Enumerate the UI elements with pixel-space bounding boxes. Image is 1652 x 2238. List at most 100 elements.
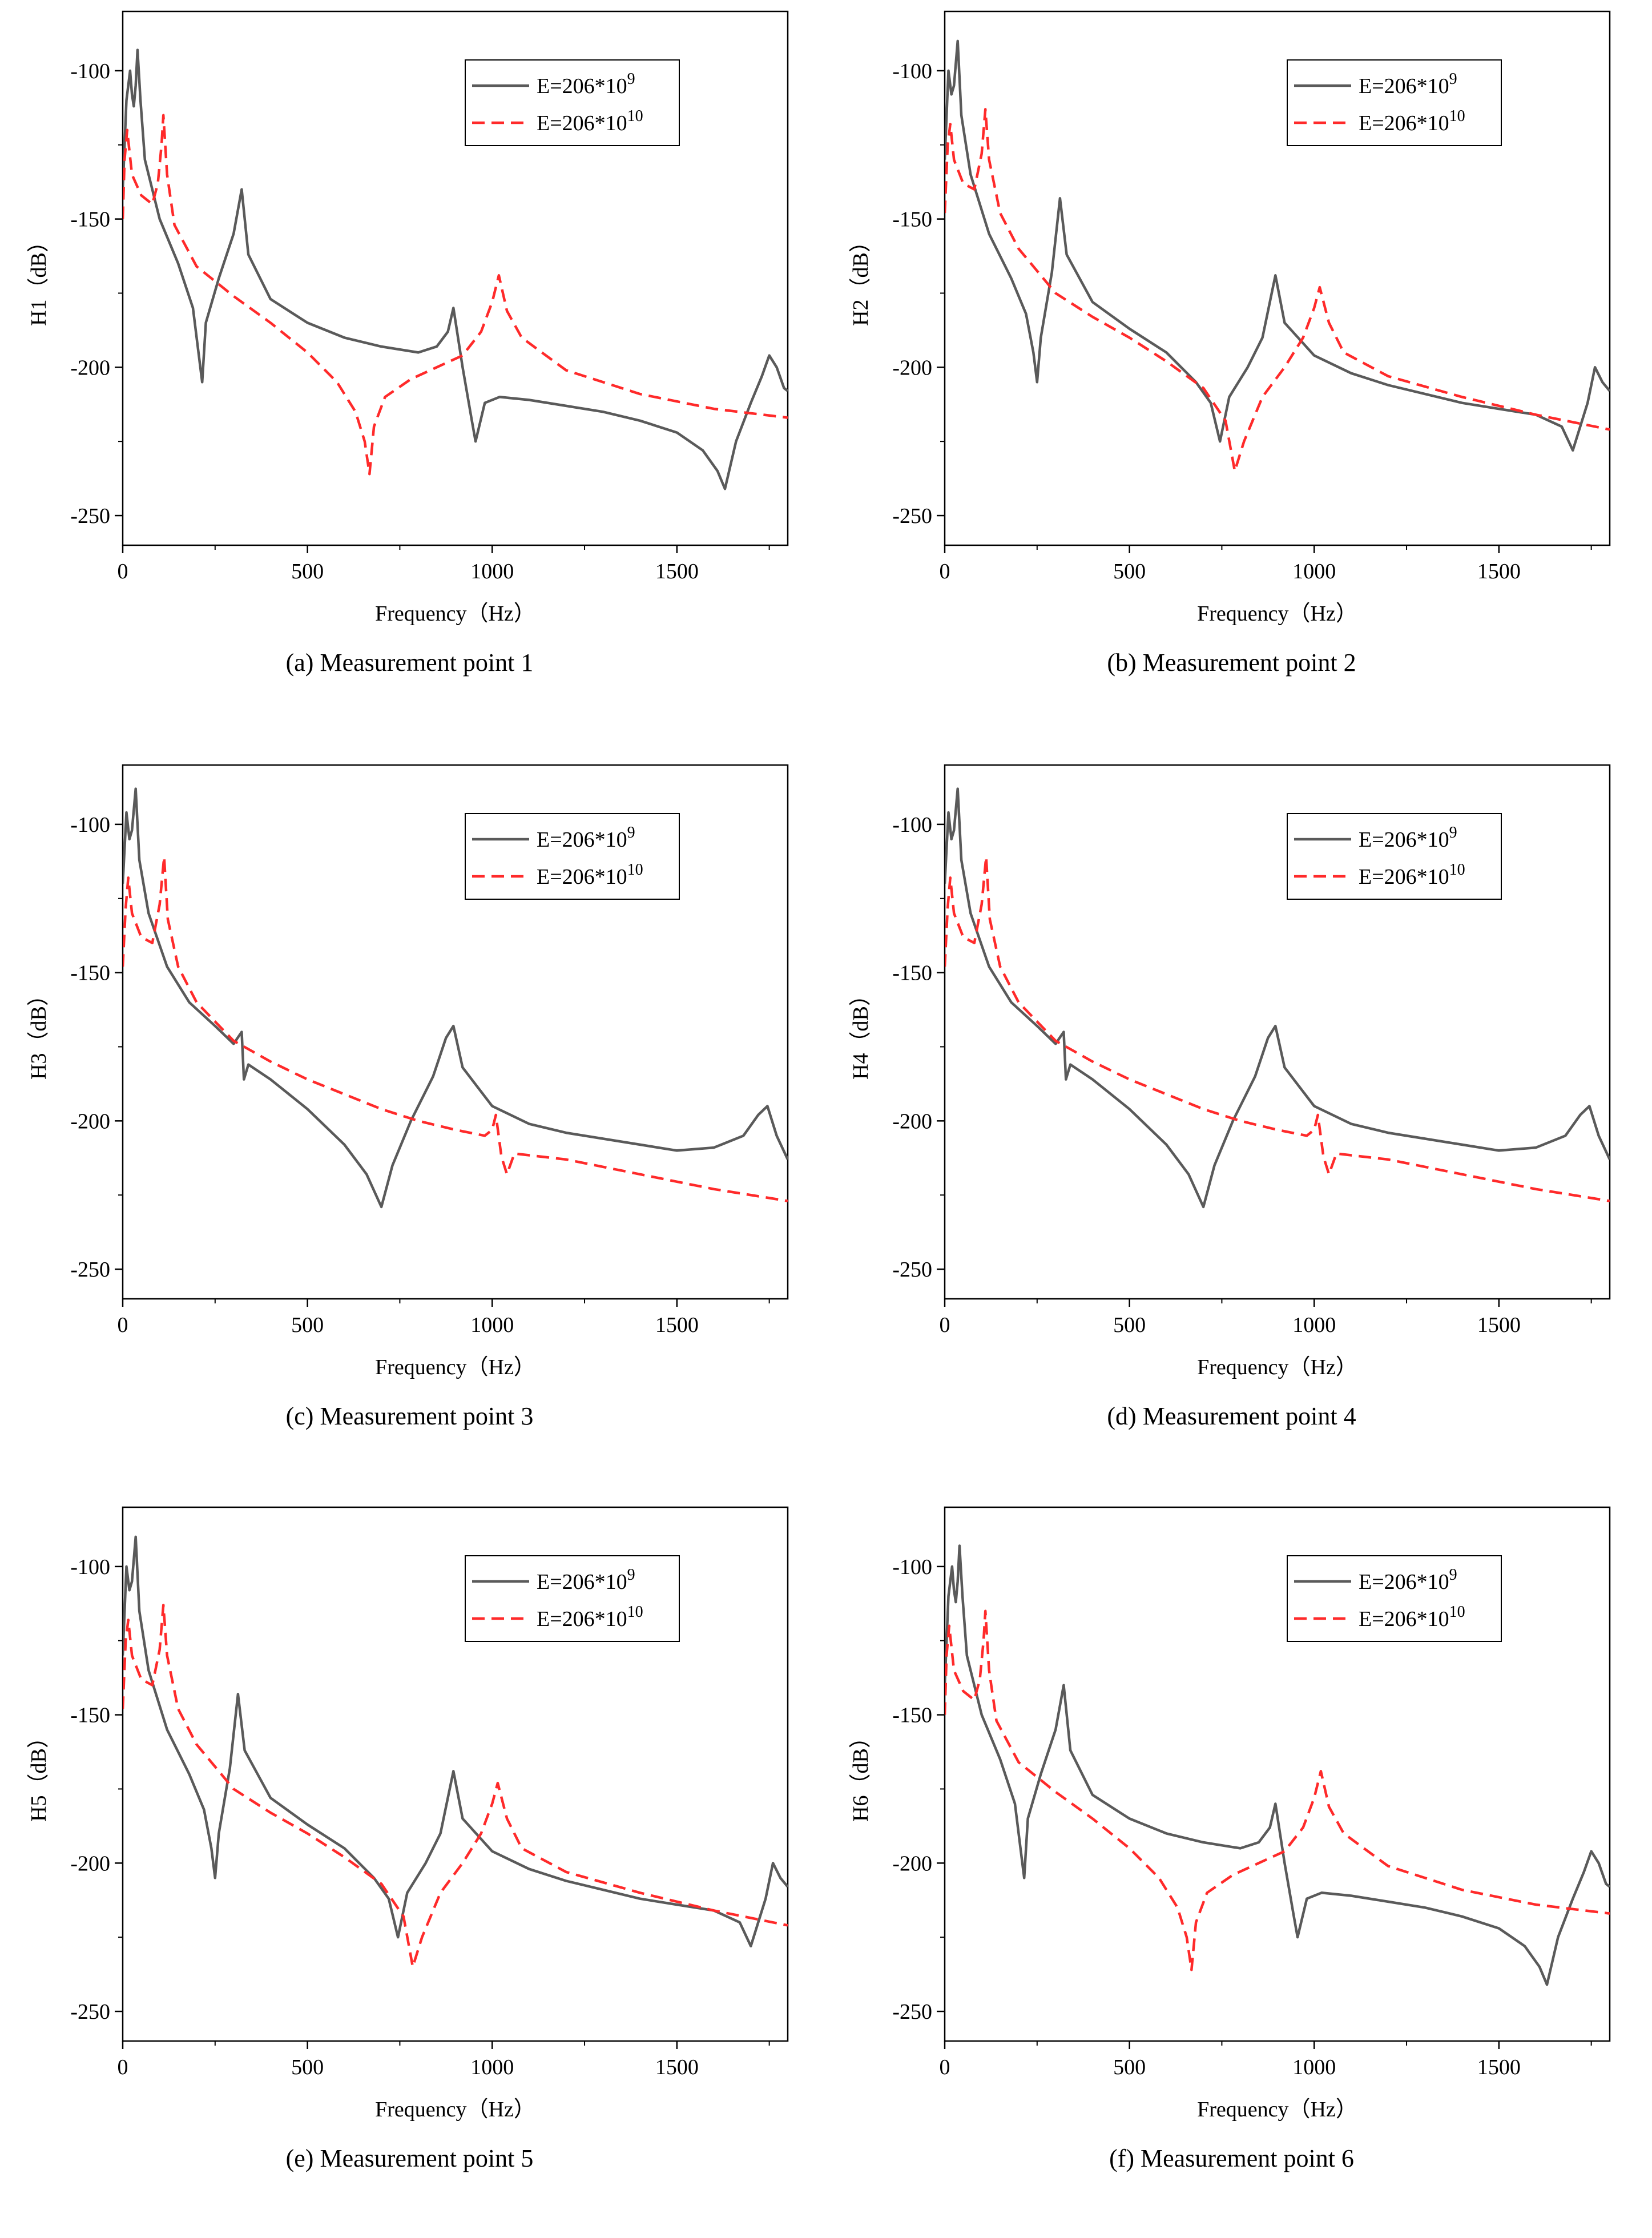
legend-label-b-e9: E=206*109	[1359, 70, 1457, 98]
panel-a: 0 500 1000 1500 -100 -150 -200 -250 Frequency（Hz…	[6, 0, 828, 742]
legend-box-e	[465, 1555, 680, 1642]
legend-box-c	[465, 813, 680, 900]
chart-b: 0 500 1000 1500 -100 -150 -200 -250 Frequency（Hz…	[849, 10, 1611, 677]
legend-base-text: E=206*10	[1359, 1607, 1449, 1631]
y-tick-label-a--100: -100	[70, 59, 110, 83]
series-group-d	[945, 787, 1610, 1209]
y-tick-label-b--250: -250	[892, 504, 932, 528]
x-tick-label-e-0: 0	[118, 2055, 128, 2079]
series-line-f-e10	[945, 1609, 1610, 1971]
x-tick-label-e-500: 500	[291, 2055, 324, 2079]
y-tick-label-e--150: -150	[70, 1704, 110, 1728]
legend-label-a-e9: E=206*109	[537, 70, 635, 98]
plot-frame-b	[944, 10, 1611, 546]
y-tick-label-c--150: -150	[70, 961, 110, 985]
chart-f: 0 500 1000 1500 -100 -150 -200 -250 Frequency（Hz…	[849, 1506, 1611, 2172]
legend-label-f-e9: E=206*109	[1359, 1566, 1457, 1594]
panel-c: 0 500 1000 1500 -100 -150 -200 -250 Frequency（Hz…	[6, 754, 828, 1496]
x-tick-label-d-1000: 1000	[1292, 1313, 1336, 1337]
y-axis-title-f: H6（dB）	[849, 1726, 873, 1822]
legend-base-text: E=206*10	[1359, 1570, 1449, 1594]
x-tick-label-c-500: 500	[291, 1313, 324, 1337]
series-line-e-e9	[123, 1535, 788, 1948]
x-axis-title-b: Frequency（Hz）	[1197, 602, 1357, 626]
caption-a: (a) Measurement point 1	[286, 649, 534, 677]
plot-frame-e	[122, 1506, 789, 2042]
legend-box-b	[1287, 59, 1502, 146]
y-tick-label-e--250: -250	[70, 2000, 110, 2024]
legend-box-d	[1287, 813, 1502, 900]
panel-d: 0 500 1000 1500 -100 -150 -200 -250 Frequency（Hz…	[828, 754, 1650, 1496]
legend-box-f	[1287, 1555, 1502, 1642]
legend-box-a	[465, 59, 680, 146]
legend-exponent: 9	[1449, 1566, 1457, 1584]
series-line-b-e10	[945, 108, 1610, 473]
y-tick-label-c--100: -100	[70, 813, 110, 837]
caption-e: (e) Measurement point 5	[286, 2144, 534, 2172]
caption-f: (f) Measurement point 6	[1109, 2144, 1354, 2172]
x-tick-label-f-1000: 1000	[1292, 2055, 1336, 2079]
series-group-f	[945, 1544, 1610, 1986]
y-tick-label-d--200: -200	[892, 1109, 932, 1133]
plot-frame-c	[122, 764, 789, 1300]
legend-base-text: E=206*10	[537, 74, 627, 98]
legend-exponent: 10	[1449, 107, 1465, 125]
legend-label-e-e9: E=206*109	[537, 1566, 635, 1594]
x-tick-label-a-0: 0	[118, 560, 128, 583]
legend-base-text: E=206*10	[537, 111, 627, 135]
plot-frame-a	[122, 10, 789, 546]
x-axis-title-e: Frequency（Hz）	[375, 2098, 535, 2122]
legend-label-e-e10: E=206*1010	[537, 1603, 643, 1631]
series-line-a-e10	[123, 114, 788, 476]
legend-exponent: 9	[1449, 70, 1457, 88]
y-axis-title-b: H2（dB）	[849, 231, 873, 326]
chart-a: 0 500 1000 1500 -100 -150 -200 -250 Frequency（Hz…	[27, 10, 789, 677]
series-line-c-e9	[123, 787, 788, 1209]
panel-e: 0 500 1000 1500 -100 -150 -200 -250 Frequency（Hz…	[6, 1496, 828, 2238]
series-line-a-e9	[123, 49, 788, 490]
x-tick-label-e-1000: 1000	[470, 2055, 514, 2079]
y-tick-label-b--200: -200	[892, 356, 932, 380]
caption-b: (b) Measurement point 2	[1107, 649, 1356, 677]
y-tick-label-a--150: -150	[70, 208, 110, 232]
series-group-e	[123, 1535, 788, 1969]
x-tick-label-d-1500: 1500	[1477, 1313, 1521, 1337]
legend-label-c-e10: E=206*1010	[537, 861, 643, 889]
x-tick-label-d-500: 500	[1113, 1313, 1146, 1337]
y-tick-label-e--200: -200	[70, 1851, 110, 1875]
x-tick-label-b-500: 500	[1113, 560, 1146, 583]
legend-base-text: E=206*10	[1359, 865, 1449, 889]
y-tick-label-a--250: -250	[70, 504, 110, 528]
plot-frame-f	[944, 1506, 1611, 2042]
series-group-a	[123, 49, 788, 490]
series-group-b	[945, 39, 1610, 473]
x-tick-label-f-0: 0	[940, 2055, 950, 2079]
legend-label-c-e9: E=206*109	[537, 824, 635, 852]
x-axis-title-d: Frequency（Hz）	[1197, 1355, 1357, 1379]
legend-base-text: E=206*10	[537, 1607, 627, 1631]
x-tick-label-c-0: 0	[118, 1313, 128, 1337]
series-line-f-e9	[945, 1544, 1610, 1986]
panel-b: 0 500 1000 1500 -100 -150 -200 -250 Frequency（Hz…	[828, 0, 1650, 742]
legend-base-text: E=206*10	[537, 828, 627, 852]
series-line-d-e9	[945, 787, 1610, 1209]
series-line-c-e10	[123, 855, 788, 1202]
x-tick-label-e-1500: 1500	[655, 2055, 699, 2079]
y-tick-label-c--250: -250	[70, 1258, 110, 1282]
panel-f: 0 500 1000 1500 -100 -150 -200 -250 Frequency（Hz…	[828, 1496, 1650, 2238]
legend-base-text: E=206*10	[1359, 74, 1449, 98]
x-axis-title-c: Frequency（Hz）	[375, 1355, 535, 1379]
x-tick-label-f-500: 500	[1113, 2055, 1146, 2079]
legend-exponent: 9	[627, 70, 635, 88]
x-tick-label-b-0: 0	[940, 560, 950, 583]
y-tick-label-f--250: -250	[892, 2000, 932, 2024]
x-tick-label-a-1500: 1500	[655, 560, 699, 583]
legend-exponent: 9	[627, 1566, 635, 1584]
y-axis-title-d: H4（dB）	[849, 984, 873, 1080]
legend-label-d-e10: E=206*1010	[1359, 861, 1465, 889]
legend-base-text: E=206*10	[1359, 828, 1449, 852]
x-tick-label-a-1000: 1000	[470, 560, 514, 583]
legend-label-a-e10: E=206*1010	[537, 107, 643, 135]
y-tick-label-f--150: -150	[892, 1704, 932, 1728]
